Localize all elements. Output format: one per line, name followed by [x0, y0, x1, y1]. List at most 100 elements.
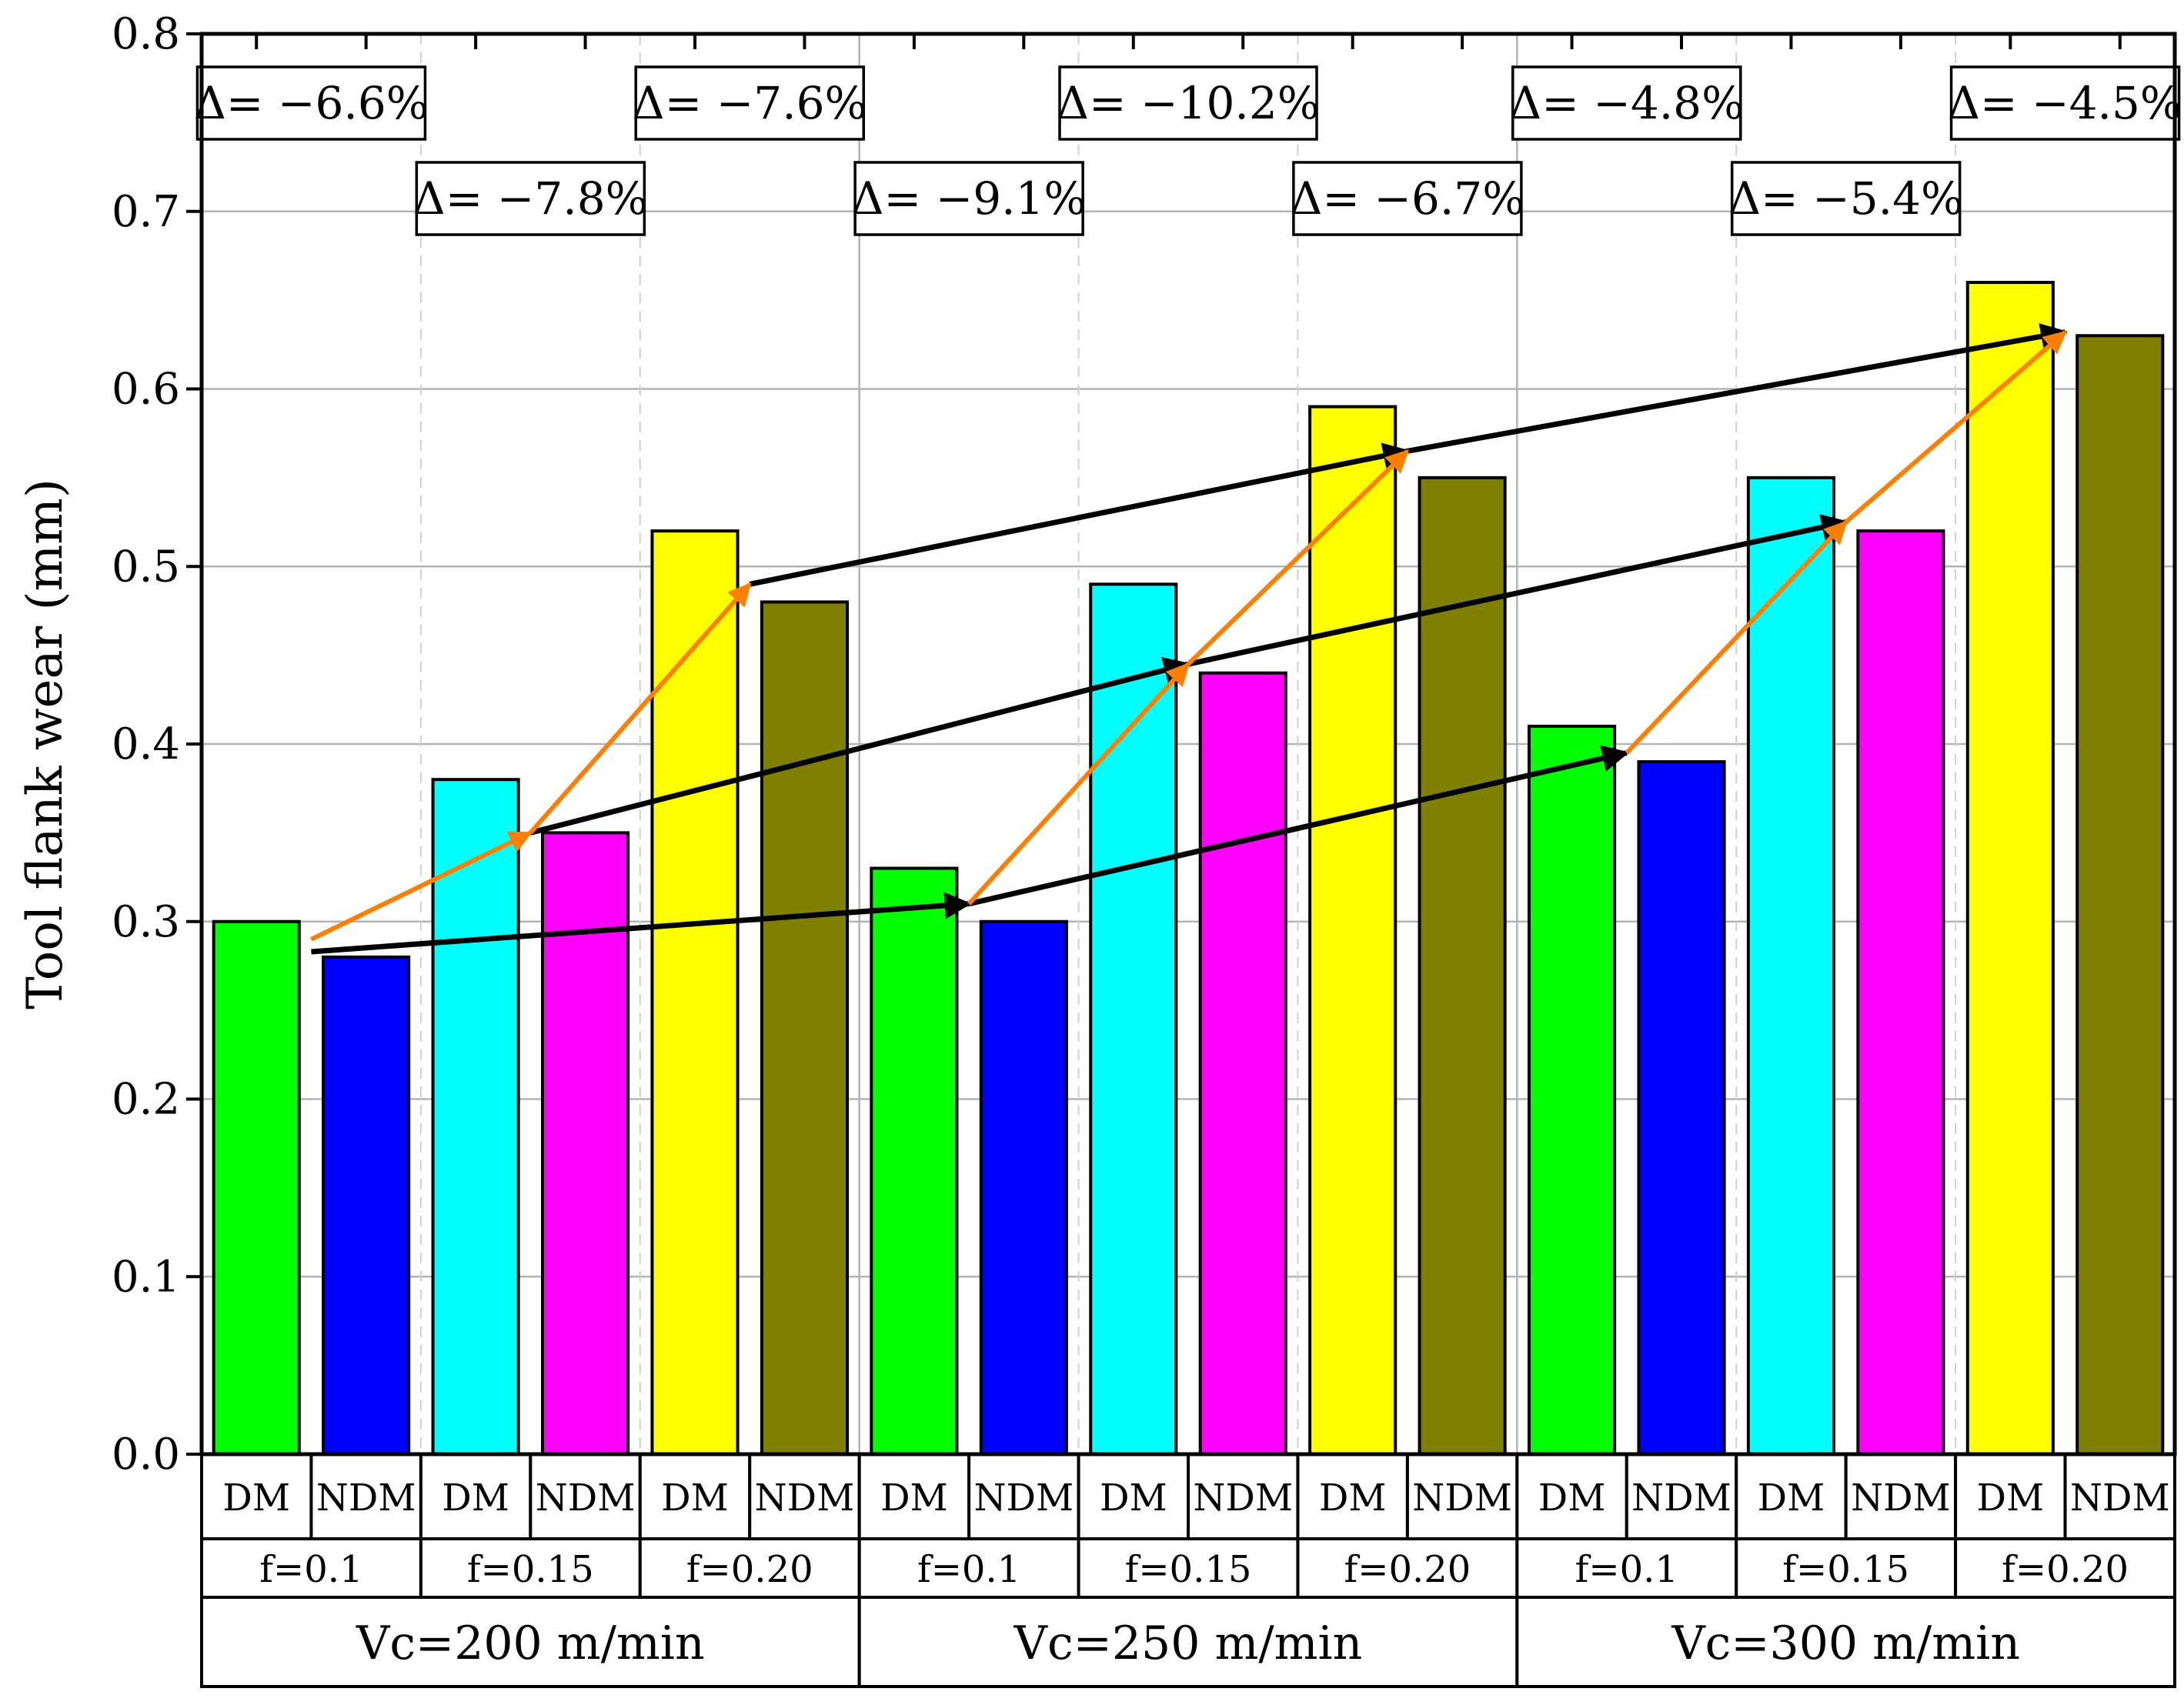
- feed-trend-arrow: [1844, 330, 2067, 524]
- annotation-label: Δ= −7.8%: [413, 172, 648, 225]
- annotation-box: [1511, 65, 1742, 141]
- feed-label: f=0.20: [2002, 1548, 2129, 1591]
- y-tick-label: 0.6: [112, 365, 180, 415]
- speed-cell: [1515, 1596, 2177, 1688]
- feed-label: f=0.15: [467, 1548, 594, 1591]
- annotation-label: Δ= −5.4%: [1728, 172, 1963, 225]
- feed-cell: [1954, 1537, 2176, 1599]
- y-tick-label: 0.3: [112, 897, 180, 947]
- feed-cell: [1735, 1537, 1958, 1599]
- annotation-box: [415, 161, 646, 236]
- method-label: NDM: [755, 1476, 855, 1520]
- annotation-label: Δ= −10.2%: [1057, 77, 1320, 129]
- method-cell: [419, 1453, 533, 1540]
- bar-ndm: [1198, 671, 1287, 1456]
- method-label: DM: [1100, 1476, 1167, 1520]
- annotation-label: Δ= −7.6%: [633, 77, 867, 129]
- speed-trend-arrow: [749, 442, 1411, 587]
- bar-series: [212, 281, 2165, 1456]
- speed-label: Vc=250 m/min: [1014, 1617, 1363, 1670]
- method-label: DM: [1319, 1476, 1387, 1520]
- feed-cell: [638, 1537, 861, 1599]
- category-table: DM NDM DM NDM DM NDM DM NDM DM NDM DM NDM DM NDM DM NDM…: [200, 1453, 2177, 1688]
- speed-trend-arrow: [529, 657, 1191, 836]
- trend-arrows: [310, 323, 2068, 955]
- y-tick-label: 0.0: [112, 1430, 180, 1480]
- annotation-box: [1949, 65, 2181, 141]
- y-tick-label: 0.2: [112, 1075, 180, 1125]
- method-label: NDM: [1631, 1476, 1732, 1520]
- method-label: DM: [222, 1476, 290, 1520]
- bar-dm: [1528, 724, 1617, 1456]
- method-label: DM: [1538, 1476, 1606, 1520]
- grid-lines: [202, 34, 2175, 1454]
- bar-ndm: [322, 955, 411, 1456]
- bar-dm: [431, 778, 520, 1456]
- bar-dm: [1965, 281, 2055, 1456]
- method-label: NDM: [316, 1476, 416, 1520]
- bar-dm: [650, 529, 740, 1456]
- method-label: NDM: [1193, 1476, 1293, 1520]
- bar-dm: [870, 866, 959, 1456]
- y-tick-label: 0.8: [112, 9, 180, 59]
- annotation-label: Δ= −4.5%: [1948, 77, 2182, 129]
- feed-label: f=0.15: [1782, 1548, 1909, 1591]
- speed-trend-arrow: [968, 745, 1630, 907]
- bar-ndm: [541, 831, 630, 1456]
- method-label: NDM: [536, 1476, 636, 1520]
- feed-trend-arrow: [1186, 449, 1410, 666]
- method-label: DM: [880, 1476, 948, 1520]
- bar-ndm: [979, 919, 1068, 1456]
- bar-dm: [212, 919, 301, 1456]
- method-cell: [200, 1453, 313, 1540]
- annotation-label: Δ= −6.7%: [1290, 172, 1524, 225]
- feed-label: f=0.20: [1344, 1548, 1471, 1591]
- delta-annotations: Δ= −6.6% Δ= −7.8% Δ= −7.6% Δ= −9.1% Δ= −10.2…: [194, 65, 2182, 236]
- method-label: DM: [1977, 1476, 2045, 1520]
- bar-ndm: [1637, 760, 1726, 1456]
- feed-label: f=0.20: [686, 1548, 813, 1591]
- speed-cell: [200, 1596, 861, 1688]
- method-label: NDM: [1851, 1476, 1951, 1520]
- speed-trend-arrow: [1187, 514, 1849, 667]
- feed-trend-arrow: [529, 582, 752, 835]
- annotation-box: [1058, 65, 1318, 141]
- y-tick-label: 0.7: [112, 187, 180, 237]
- y-tick-label: 0.1: [112, 1252, 180, 1302]
- method-cell: [309, 1453, 422, 1540]
- feed-trend-arrow: [1625, 520, 1848, 755]
- feed-label: f=0.1: [1575, 1548, 1678, 1591]
- speed-label: Vc=200 m/min: [356, 1617, 705, 1670]
- bar-ndm: [2075, 334, 2165, 1456]
- y-tick-label: 0.5: [112, 542, 180, 592]
- feed-trend-arrow: [967, 662, 1191, 906]
- bar-dm: [1746, 475, 1835, 1456]
- feed-label: f=0.1: [917, 1548, 1020, 1591]
- bar-ndm: [1856, 529, 1945, 1456]
- bar-dm: [1089, 582, 1178, 1456]
- speed-cell: [857, 1596, 1519, 1688]
- y-axis: 0.0 0.1 0.2 0.3 0.4 0.5 0.6 0.7 0.8: [112, 9, 2122, 1480]
- annotation-box: [634, 65, 865, 141]
- method-label: NDM: [974, 1476, 1074, 1520]
- bar-dm: [1308, 405, 1398, 1456]
- annotation-box: [1730, 161, 1962, 236]
- method-cell: [638, 1453, 752, 1540]
- bar-ndm: [1418, 475, 1507, 1456]
- feed-cell: [1296, 1537, 1519, 1599]
- annotation-box: [853, 161, 1084, 236]
- annotation-label: Δ= −4.8%: [1509, 77, 1744, 129]
- speed-trend-arrow: [311, 892, 972, 955]
- feed-label: f=0.1: [259, 1548, 362, 1591]
- annotation-label: Δ= −6.6%: [194, 77, 429, 129]
- feed-trend-arrow: [310, 830, 533, 942]
- annotation-box: [195, 65, 427, 141]
- annotation-label: Δ= −9.1%: [852, 172, 1087, 225]
- y-axis-title: Tool flank wear (mm): [17, 479, 74, 1009]
- method-label: NDM: [1412, 1476, 1512, 1520]
- bar-ndm: [760, 600, 849, 1456]
- y-tick-label: 0.4: [112, 719, 180, 769]
- method-label: DM: [442, 1476, 509, 1520]
- plot-frame: [199, 32, 2177, 1456]
